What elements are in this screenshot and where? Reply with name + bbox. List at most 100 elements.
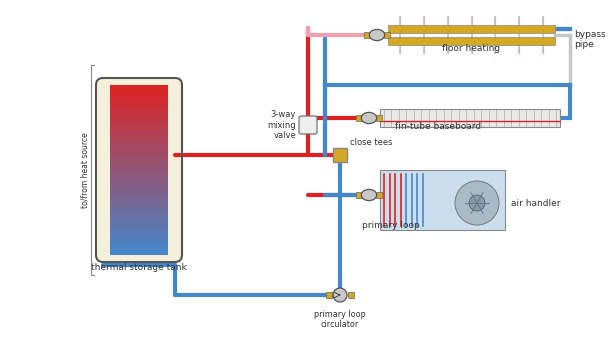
- Bar: [110, 223, 168, 225]
- Text: thermal storage tank: thermal storage tank: [91, 263, 187, 272]
- Circle shape: [333, 288, 347, 302]
- Bar: [110, 133, 168, 136]
- Bar: [110, 106, 168, 108]
- Bar: [110, 242, 168, 244]
- Bar: [333, 148, 347, 162]
- Bar: [110, 99, 168, 102]
- FancyBboxPatch shape: [96, 78, 182, 262]
- Text: bypass
pipe: bypass pipe: [574, 30, 606, 49]
- Bar: [110, 150, 168, 153]
- Bar: [110, 203, 168, 206]
- Bar: [110, 161, 168, 164]
- Bar: [110, 244, 168, 246]
- Bar: [110, 112, 168, 115]
- Bar: [380, 170, 505, 230]
- Bar: [110, 104, 168, 106]
- Bar: [110, 148, 168, 151]
- Bar: [110, 135, 168, 138]
- Bar: [110, 250, 168, 253]
- Bar: [110, 108, 168, 111]
- Bar: [110, 182, 168, 185]
- Bar: [380, 109, 560, 127]
- Bar: [110, 91, 168, 93]
- Bar: [326, 292, 332, 298]
- Text: primary loop
circulator: primary loop circulator: [314, 310, 366, 329]
- Bar: [110, 87, 168, 89]
- Bar: [110, 129, 168, 132]
- Bar: [110, 220, 168, 223]
- Bar: [110, 116, 168, 119]
- Bar: [356, 192, 362, 198]
- Text: air handler: air handler: [511, 198, 560, 208]
- Bar: [110, 125, 168, 127]
- Bar: [110, 184, 168, 187]
- Ellipse shape: [361, 112, 377, 124]
- Bar: [110, 123, 168, 125]
- Bar: [110, 252, 168, 255]
- Bar: [110, 110, 168, 113]
- Bar: [110, 140, 168, 142]
- Bar: [110, 235, 168, 238]
- Bar: [110, 127, 168, 130]
- Bar: [110, 195, 168, 198]
- Bar: [110, 208, 168, 210]
- Text: primary loop: primary loop: [362, 220, 420, 230]
- Bar: [110, 187, 168, 189]
- Bar: [110, 121, 168, 123]
- Bar: [110, 248, 168, 251]
- Bar: [110, 153, 168, 155]
- Text: fin-tube baseboard: fin-tube baseboard: [395, 122, 481, 131]
- Bar: [110, 167, 168, 170]
- Bar: [110, 155, 168, 157]
- Bar: [110, 210, 168, 212]
- Bar: [376, 192, 382, 198]
- Bar: [110, 201, 168, 204]
- Text: floor heating: floor heating: [442, 44, 501, 53]
- Bar: [110, 206, 168, 208]
- Bar: [110, 191, 168, 193]
- Bar: [376, 115, 382, 121]
- Bar: [388, 25, 555, 33]
- Bar: [110, 174, 168, 176]
- Bar: [110, 176, 168, 178]
- Bar: [110, 169, 168, 172]
- Bar: [110, 119, 168, 121]
- Bar: [384, 32, 390, 38]
- Bar: [110, 233, 168, 236]
- Bar: [110, 216, 168, 219]
- Bar: [110, 240, 168, 242]
- Bar: [110, 84, 168, 87]
- Bar: [110, 229, 168, 232]
- Bar: [110, 238, 168, 240]
- Bar: [110, 189, 168, 191]
- Bar: [110, 102, 168, 104]
- Bar: [110, 178, 168, 181]
- Bar: [110, 212, 168, 215]
- Bar: [348, 292, 354, 298]
- Bar: [388, 37, 555, 45]
- Bar: [110, 193, 168, 196]
- Bar: [110, 131, 168, 134]
- Bar: [110, 159, 168, 161]
- Bar: [110, 93, 168, 96]
- FancyBboxPatch shape: [299, 116, 317, 134]
- Bar: [110, 172, 168, 174]
- Bar: [110, 144, 168, 147]
- Bar: [110, 138, 168, 140]
- Text: close tees: close tees: [350, 138, 392, 147]
- Ellipse shape: [369, 29, 385, 41]
- Bar: [110, 246, 168, 248]
- Bar: [110, 146, 168, 149]
- Bar: [110, 199, 168, 202]
- Bar: [364, 32, 370, 38]
- Bar: [110, 165, 168, 168]
- Text: 3-way
mixing
valve: 3-way mixing valve: [268, 110, 296, 140]
- Bar: [110, 218, 168, 221]
- Bar: [110, 142, 168, 145]
- Bar: [110, 95, 168, 98]
- Ellipse shape: [361, 189, 377, 201]
- Text: to/from heat source: to/from heat source: [81, 132, 90, 208]
- Bar: [110, 163, 168, 166]
- Bar: [356, 115, 362, 121]
- Bar: [110, 227, 168, 230]
